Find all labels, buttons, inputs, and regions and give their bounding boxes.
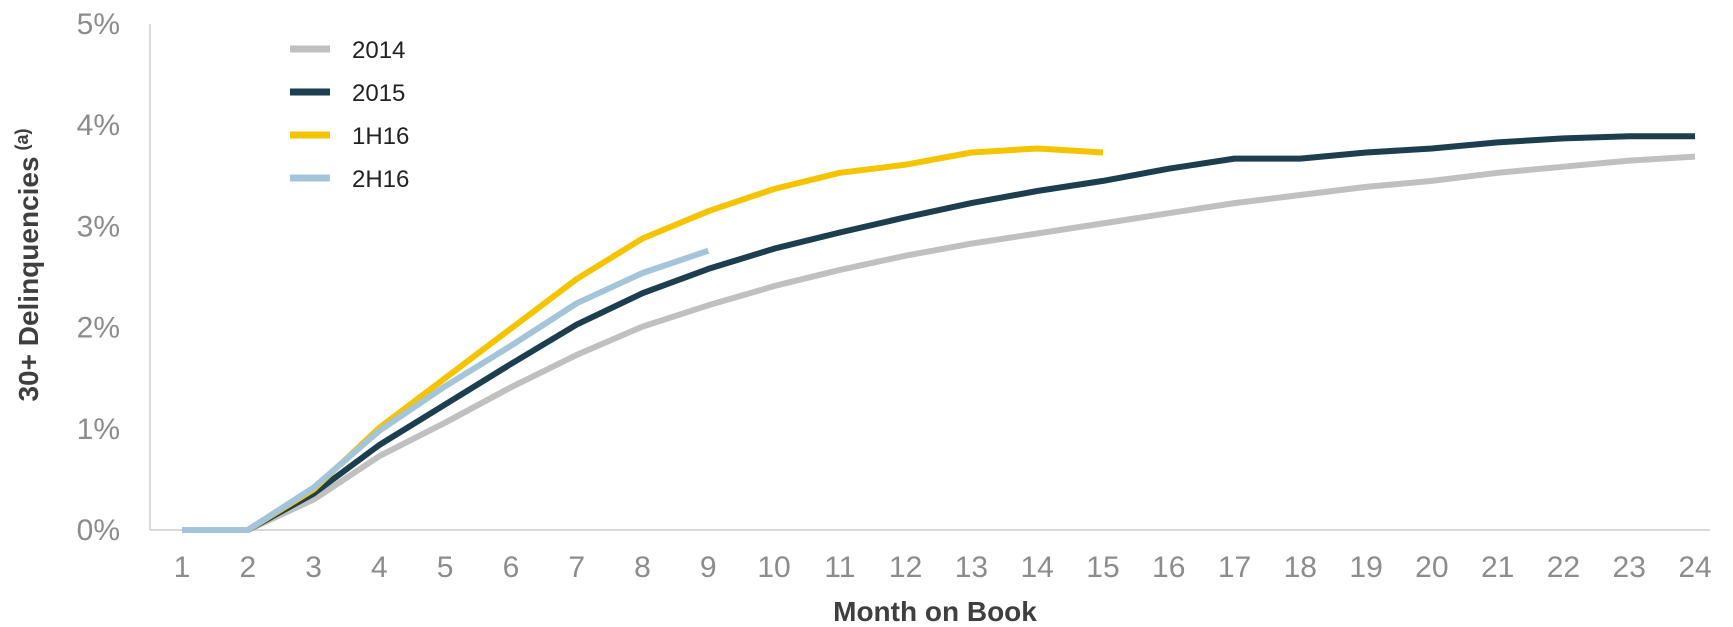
legend-item-2015: 2015 bbox=[290, 80, 405, 107]
series-line-2014 bbox=[182, 153, 1696, 533]
x-tick-label: 19 bbox=[1349, 551, 1382, 584]
legend-label: 2014 bbox=[352, 37, 405, 64]
y-tick-label: 1% bbox=[77, 413, 120, 446]
x-tick-label: 21 bbox=[1481, 551, 1514, 584]
x-tick-label: 18 bbox=[1284, 551, 1317, 584]
x-tick-label: 6 bbox=[503, 551, 520, 584]
x-axis-title: Month on Book bbox=[833, 596, 1037, 627]
x-tick-label: 9 bbox=[700, 551, 717, 584]
y-axis-title-superscript: (a) bbox=[12, 128, 32, 150]
y-tick-label: 3% bbox=[77, 210, 120, 243]
axes bbox=[149, 24, 1710, 531]
y-tick-label: 2% bbox=[77, 312, 120, 345]
x-tick-label: 2 bbox=[239, 551, 256, 584]
x-tick-label: 12 bbox=[889, 551, 922, 584]
x-tick-label: 23 bbox=[1613, 551, 1646, 584]
x-tick-label: 4 bbox=[371, 551, 388, 584]
x-tick-label: 11 bbox=[824, 551, 855, 584]
series-lines bbox=[182, 133, 1696, 533]
legend-item-2014: 2014 bbox=[290, 37, 405, 64]
series-line-2015 bbox=[182, 133, 1695, 533]
x-tick-label: 22 bbox=[1547, 551, 1580, 584]
y-tick-label: 0% bbox=[77, 514, 120, 547]
series-line-2h16 bbox=[182, 247, 710, 533]
y-tick-label: 5% bbox=[77, 8, 120, 41]
x-tick-label: 15 bbox=[1086, 551, 1119, 584]
x-tick-labels: 1 2 3 4 5 6 7 8 9 10 11 12 13 14 15 16 17 18 19 20 21 22 23 24 bbox=[174, 551, 1712, 584]
x-tick-label: 7 bbox=[568, 551, 585, 584]
x-tick-label: 13 bbox=[955, 551, 988, 584]
legend-label: 1H16 bbox=[352, 123, 409, 150]
x-tick-label: 24 bbox=[1678, 551, 1711, 584]
legend-label: 2015 bbox=[352, 80, 405, 107]
x-tick-label: 17 bbox=[1218, 551, 1251, 584]
y-axis-title-text: 30+ Delinquencies bbox=[13, 156, 44, 401]
y-tick-labels: 0% 1% 2% 3% 4% 5% bbox=[77, 8, 120, 547]
x-tick-label: 16 bbox=[1152, 551, 1185, 584]
x-tick-label: 20 bbox=[1415, 551, 1448, 584]
x-tick-label: 8 bbox=[634, 551, 651, 584]
x-tick-label: 5 bbox=[437, 551, 454, 584]
x-tick-label: 3 bbox=[305, 551, 322, 584]
x-tick-label: 14 bbox=[1020, 551, 1053, 584]
legend-label: 2H16 bbox=[352, 166, 409, 193]
x-tick-label: 10 bbox=[757, 551, 790, 584]
legend-item-2h16: 2H16 bbox=[290, 166, 409, 193]
legend-item-1h16: 1H16 bbox=[290, 123, 409, 150]
legend: 2014 2015 1H16 2H16 bbox=[290, 37, 409, 193]
y-axis-title: 30+ Delinquencies (a) bbox=[12, 128, 44, 401]
y-tick-label: 4% bbox=[77, 109, 120, 142]
x-tick-label: 1 bbox=[174, 551, 191, 584]
